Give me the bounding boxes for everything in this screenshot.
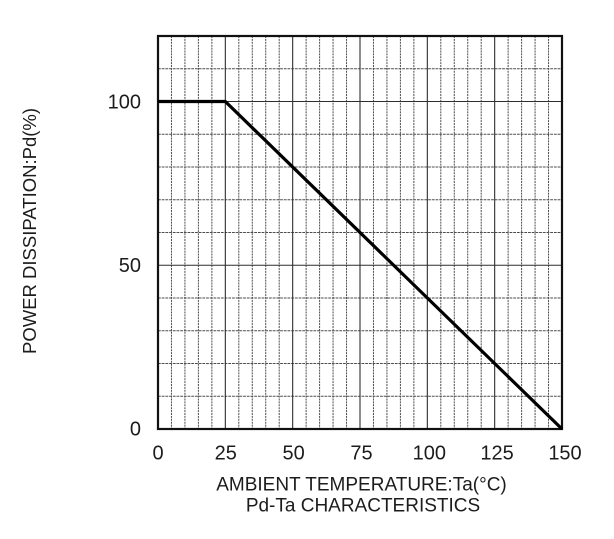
svg-text:125: 125: [480, 443, 513, 465]
svg-text:50: 50: [119, 255, 141, 277]
svg-text:0: 0: [152, 443, 163, 465]
svg-text:75: 75: [350, 443, 372, 465]
svg-text:100: 100: [108, 92, 141, 114]
svg-text:50: 50: [282, 443, 304, 465]
svg-text:25: 25: [215, 443, 237, 465]
svg-text:150: 150: [548, 443, 581, 465]
svg-text:Pd-Ta CHARACTERISTICS: Pd-Ta CHARACTERISTICS: [246, 496, 480, 517]
svg-text:100: 100: [413, 443, 446, 465]
svg-text:0: 0: [130, 418, 141, 440]
svg-text:AMBIENT TEMPERATURE:Ta(°C): AMBIENT TEMPERATURE:Ta(°C): [216, 475, 507, 496]
svg-text:POWER DISSIPATION:Pd(%): POWER DISSIPATION:Pd(%): [19, 108, 40, 354]
